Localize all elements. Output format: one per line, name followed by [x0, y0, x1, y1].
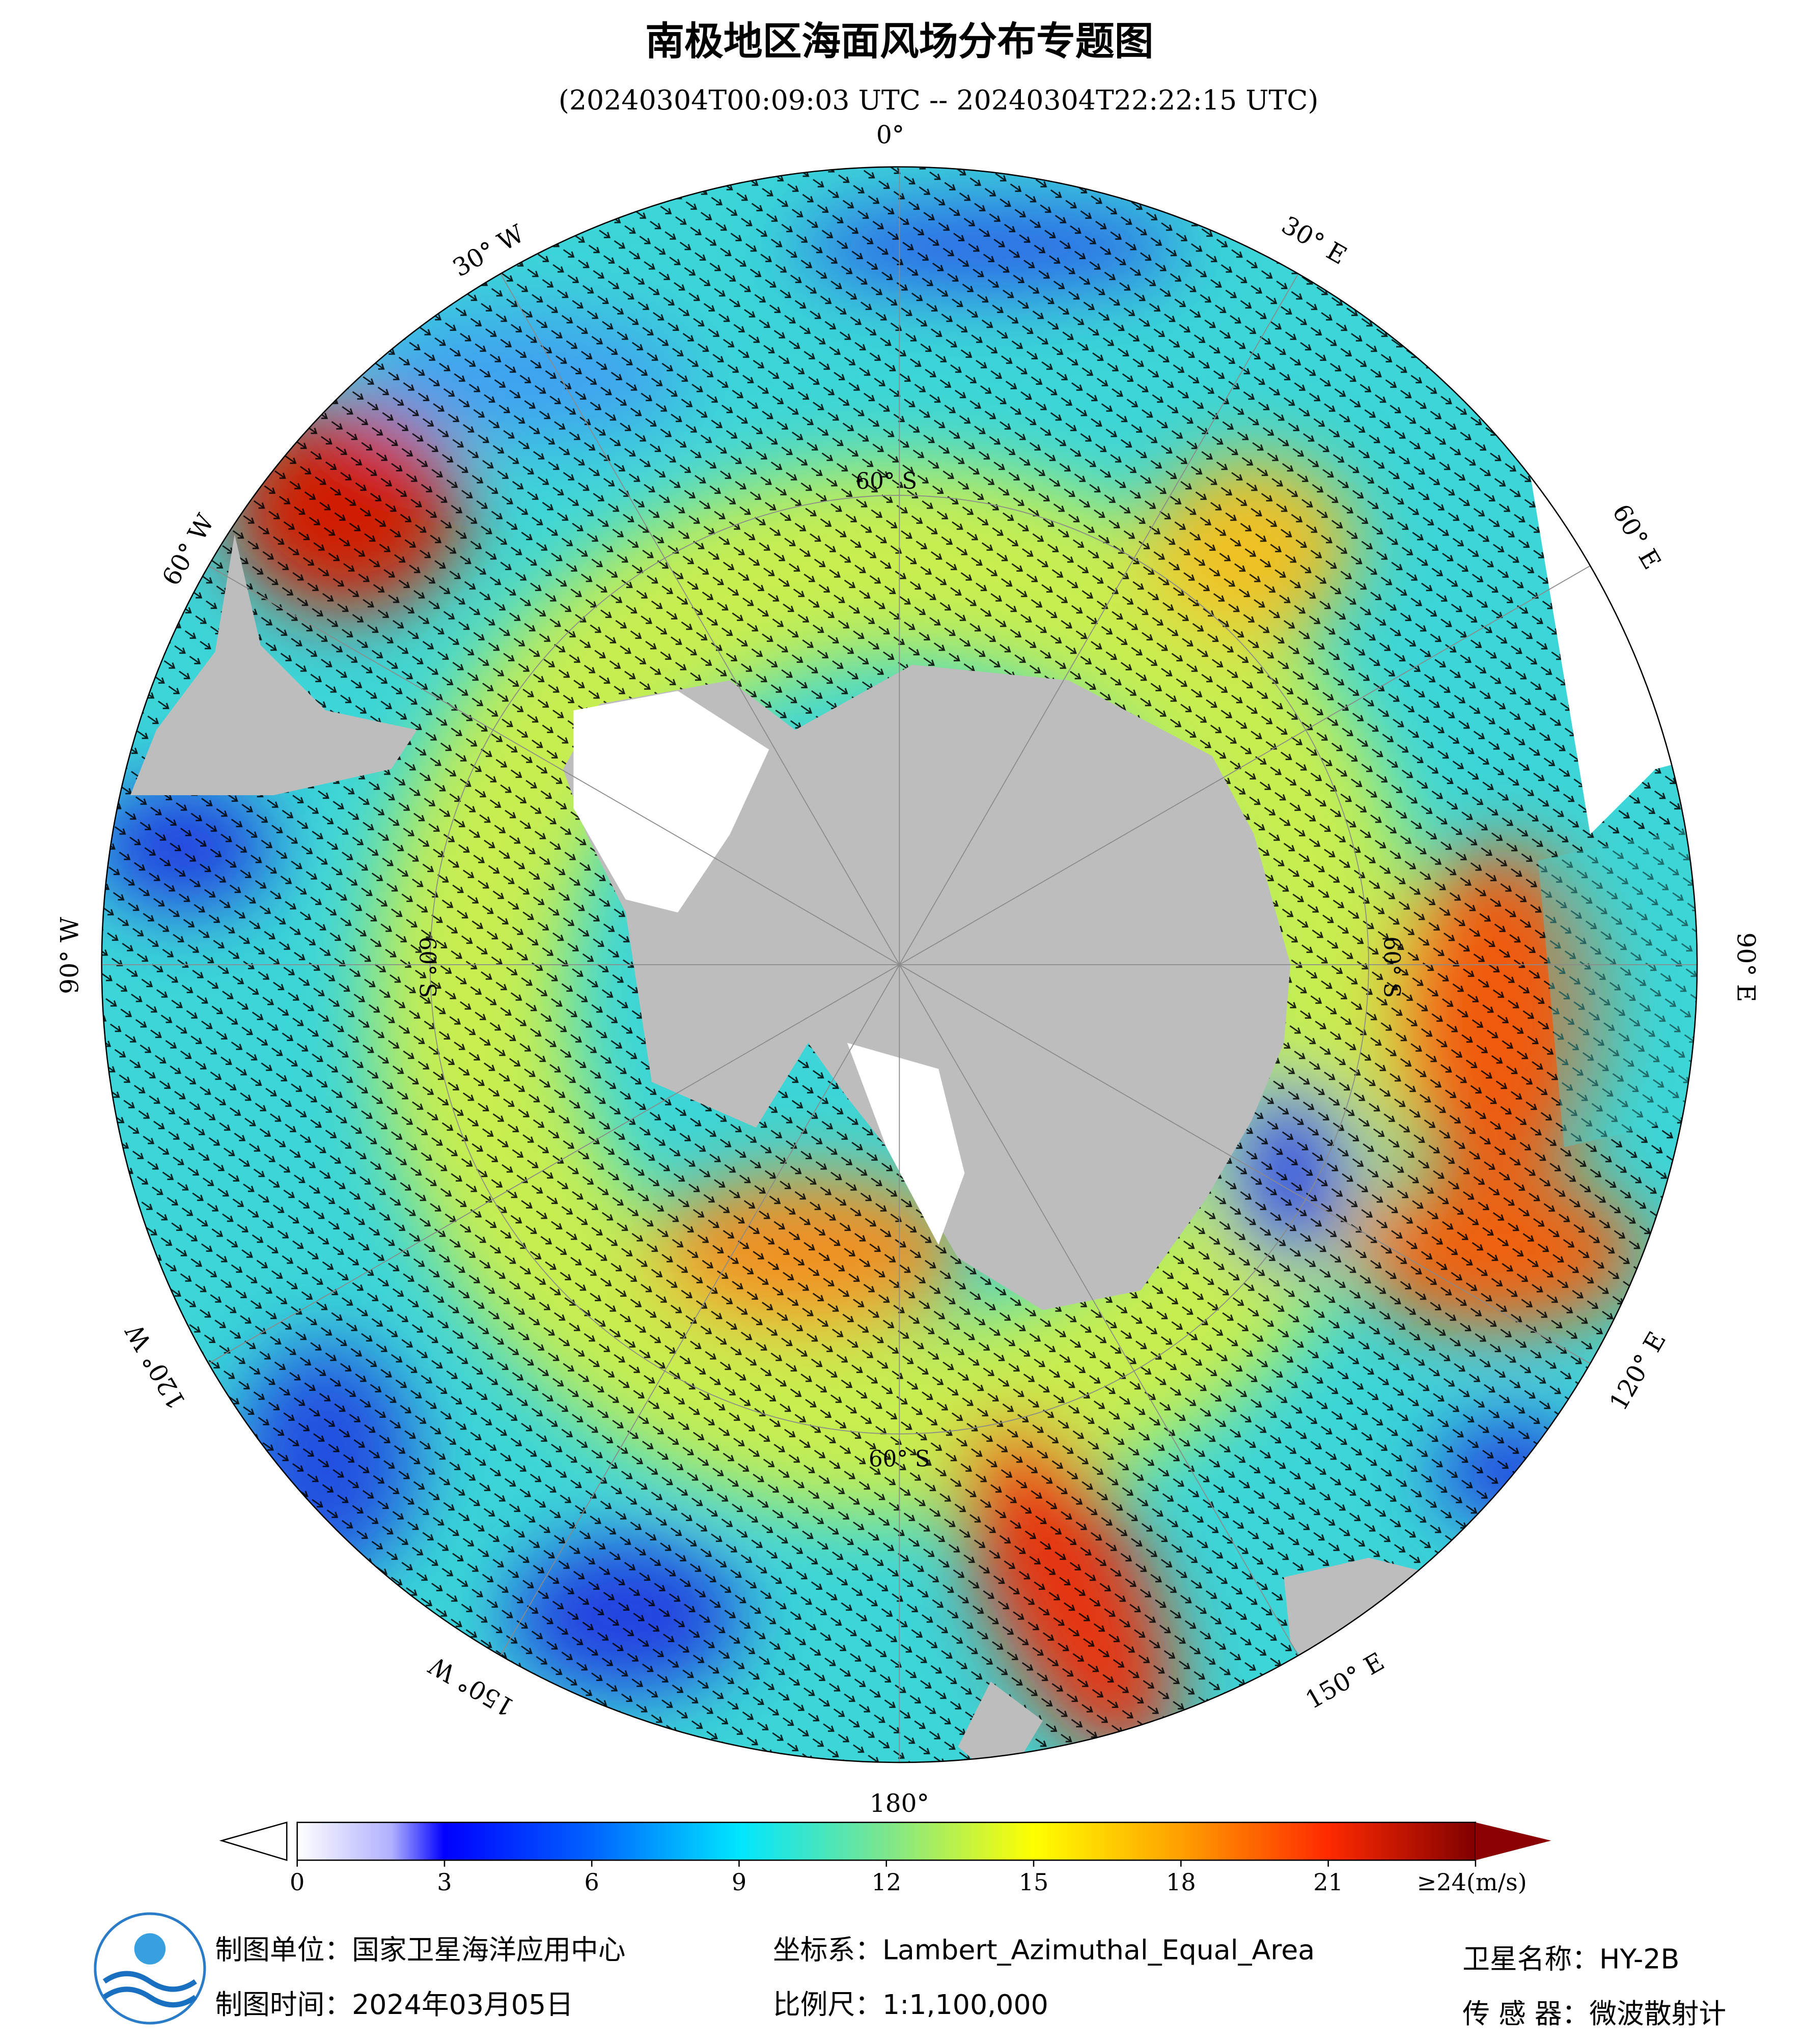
colorbar-tick-label: 0 — [290, 1868, 304, 1896]
colorbar-tick-label: 6 — [585, 1868, 599, 1896]
projection: 坐标系：Lambert_Azimuthal_Equal_Area — [773, 1934, 1315, 1966]
producer: 制图单位：国家卫星海洋应用中心 — [215, 1934, 625, 1966]
lon-label: 0° — [876, 121, 904, 150]
colorbar-bar — [296, 1822, 1477, 1861]
lon-label: 30° E — [1276, 211, 1351, 270]
colorbar-min-arrow — [219, 1822, 288, 1861]
lat-label: 60° S — [855, 469, 917, 494]
lon-label: 120° W — [120, 1319, 191, 1414]
sensor: 传 感 器：微波散射计 — [1462, 1998, 1726, 2030]
colorbar-tick-label: 21 — [1313, 1868, 1343, 1896]
lon-label: 60° E — [1606, 499, 1666, 574]
subtitle: (20240304T00:09:03 UTC -- 20240304T22:22… — [559, 84, 1319, 116]
lon-label: 90° W — [56, 917, 85, 994]
logo — [94, 1912, 206, 2025]
lat-label: 60° S — [414, 937, 439, 998]
colorbar — [219, 1822, 1551, 1861]
antarctica — [563, 664, 1291, 1310]
lon-label: 120° E — [1604, 1327, 1672, 1416]
scale: 比例尺：1:1,100,000 — [773, 1989, 1048, 2021]
graticule — [101, 166, 1698, 1762]
ice-shelf — [573, 691, 769, 913]
lon-label: 150° E — [1301, 1647, 1390, 1715]
title: 南极地区海面风场分布专题图 — [645, 19, 1153, 65]
lat-labels: 60° S 60° S 60° S 60° S — [414, 469, 1404, 1472]
map-border — [101, 166, 1698, 1763]
lon-label: 150° W — [424, 1650, 519, 1722]
colorbar-ticks: 0 3 6 9 12 15 18 21 ≥24(m/s) — [290, 1860, 1527, 1896]
colorbar-tick-label: 12 — [871, 1868, 901, 1896]
colorbar-tick-label: 9 — [732, 1868, 746, 1896]
colorbar-tick-label: 3 — [437, 1868, 452, 1896]
lon-label: 180° — [870, 1789, 929, 1818]
lat-label: 60° S — [1379, 937, 1404, 998]
lat-label: 60° S — [869, 1447, 930, 1472]
colorbar-tick-label: 18 — [1166, 1868, 1196, 1896]
colorbar-max-arrow — [1475, 1822, 1551, 1860]
colorbar-tick-label: ≥24(m/s) — [1417, 1868, 1527, 1896]
ice-shelf — [847, 1043, 965, 1245]
satellite: 卫星名称：HY-2B — [1462, 1943, 1679, 1975]
colorbar-tick-label: 15 — [1019, 1868, 1049, 1896]
date: 制图时间：2024年03月05日 — [215, 1989, 573, 2021]
lon-label: 90° E — [1731, 932, 1760, 1002]
